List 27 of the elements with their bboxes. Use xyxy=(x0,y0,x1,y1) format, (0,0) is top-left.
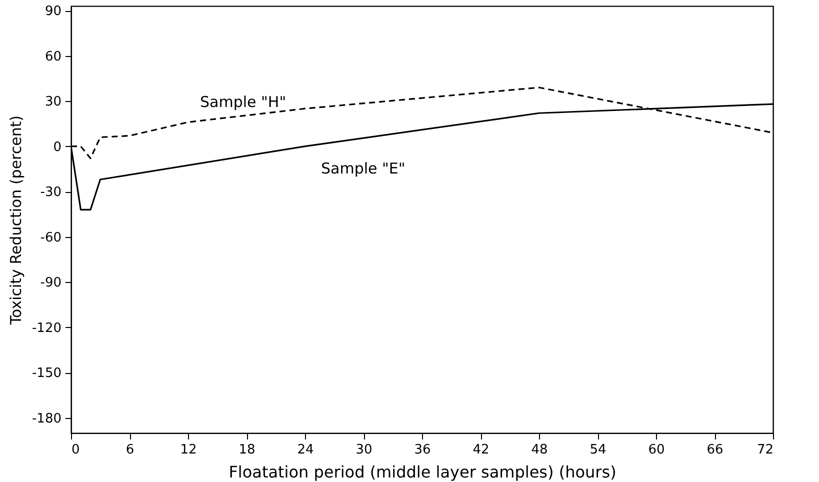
y-tick-label: -180 xyxy=(32,411,62,426)
x-tick-label: 72 xyxy=(756,442,774,458)
y-tick-label: 60 xyxy=(44,49,62,64)
y-tick-label: -90 xyxy=(40,276,62,291)
x-tick-label: 66 xyxy=(706,442,724,458)
series-label: Sample "H" xyxy=(200,93,286,112)
x-tick-label: 0 xyxy=(72,442,80,458)
y-tick-label: -120 xyxy=(32,320,62,336)
y-tick-label: -150 xyxy=(32,366,62,382)
y-tick-label: 90 xyxy=(44,4,62,20)
x-tick-label: 36 xyxy=(414,442,431,458)
y-axis-title: Toxicity Reduction (percent) xyxy=(6,115,25,326)
y-tick-label: 0 xyxy=(53,140,62,155)
y-tick-label: 30 xyxy=(44,94,62,110)
x-tick-label: 30 xyxy=(356,442,372,458)
x-tick-label: 24 xyxy=(297,442,314,458)
y-tick-label: -60 xyxy=(40,230,62,246)
y-tick-label: -30 xyxy=(40,185,62,200)
x-tick-label: 6 xyxy=(126,442,134,458)
x-tick-label: 42 xyxy=(472,442,490,458)
x-tick-label: 48 xyxy=(531,442,548,458)
series-label: Sample "E" xyxy=(321,159,406,178)
x-tick-label: 12 xyxy=(180,442,197,458)
x-tick-label: 54 xyxy=(590,442,606,458)
x-tick-label: 18 xyxy=(238,442,256,458)
x-axis-title: Floatation period (middle layer samples) (hours) xyxy=(228,462,616,482)
x-tick-label: 60 xyxy=(648,442,665,458)
